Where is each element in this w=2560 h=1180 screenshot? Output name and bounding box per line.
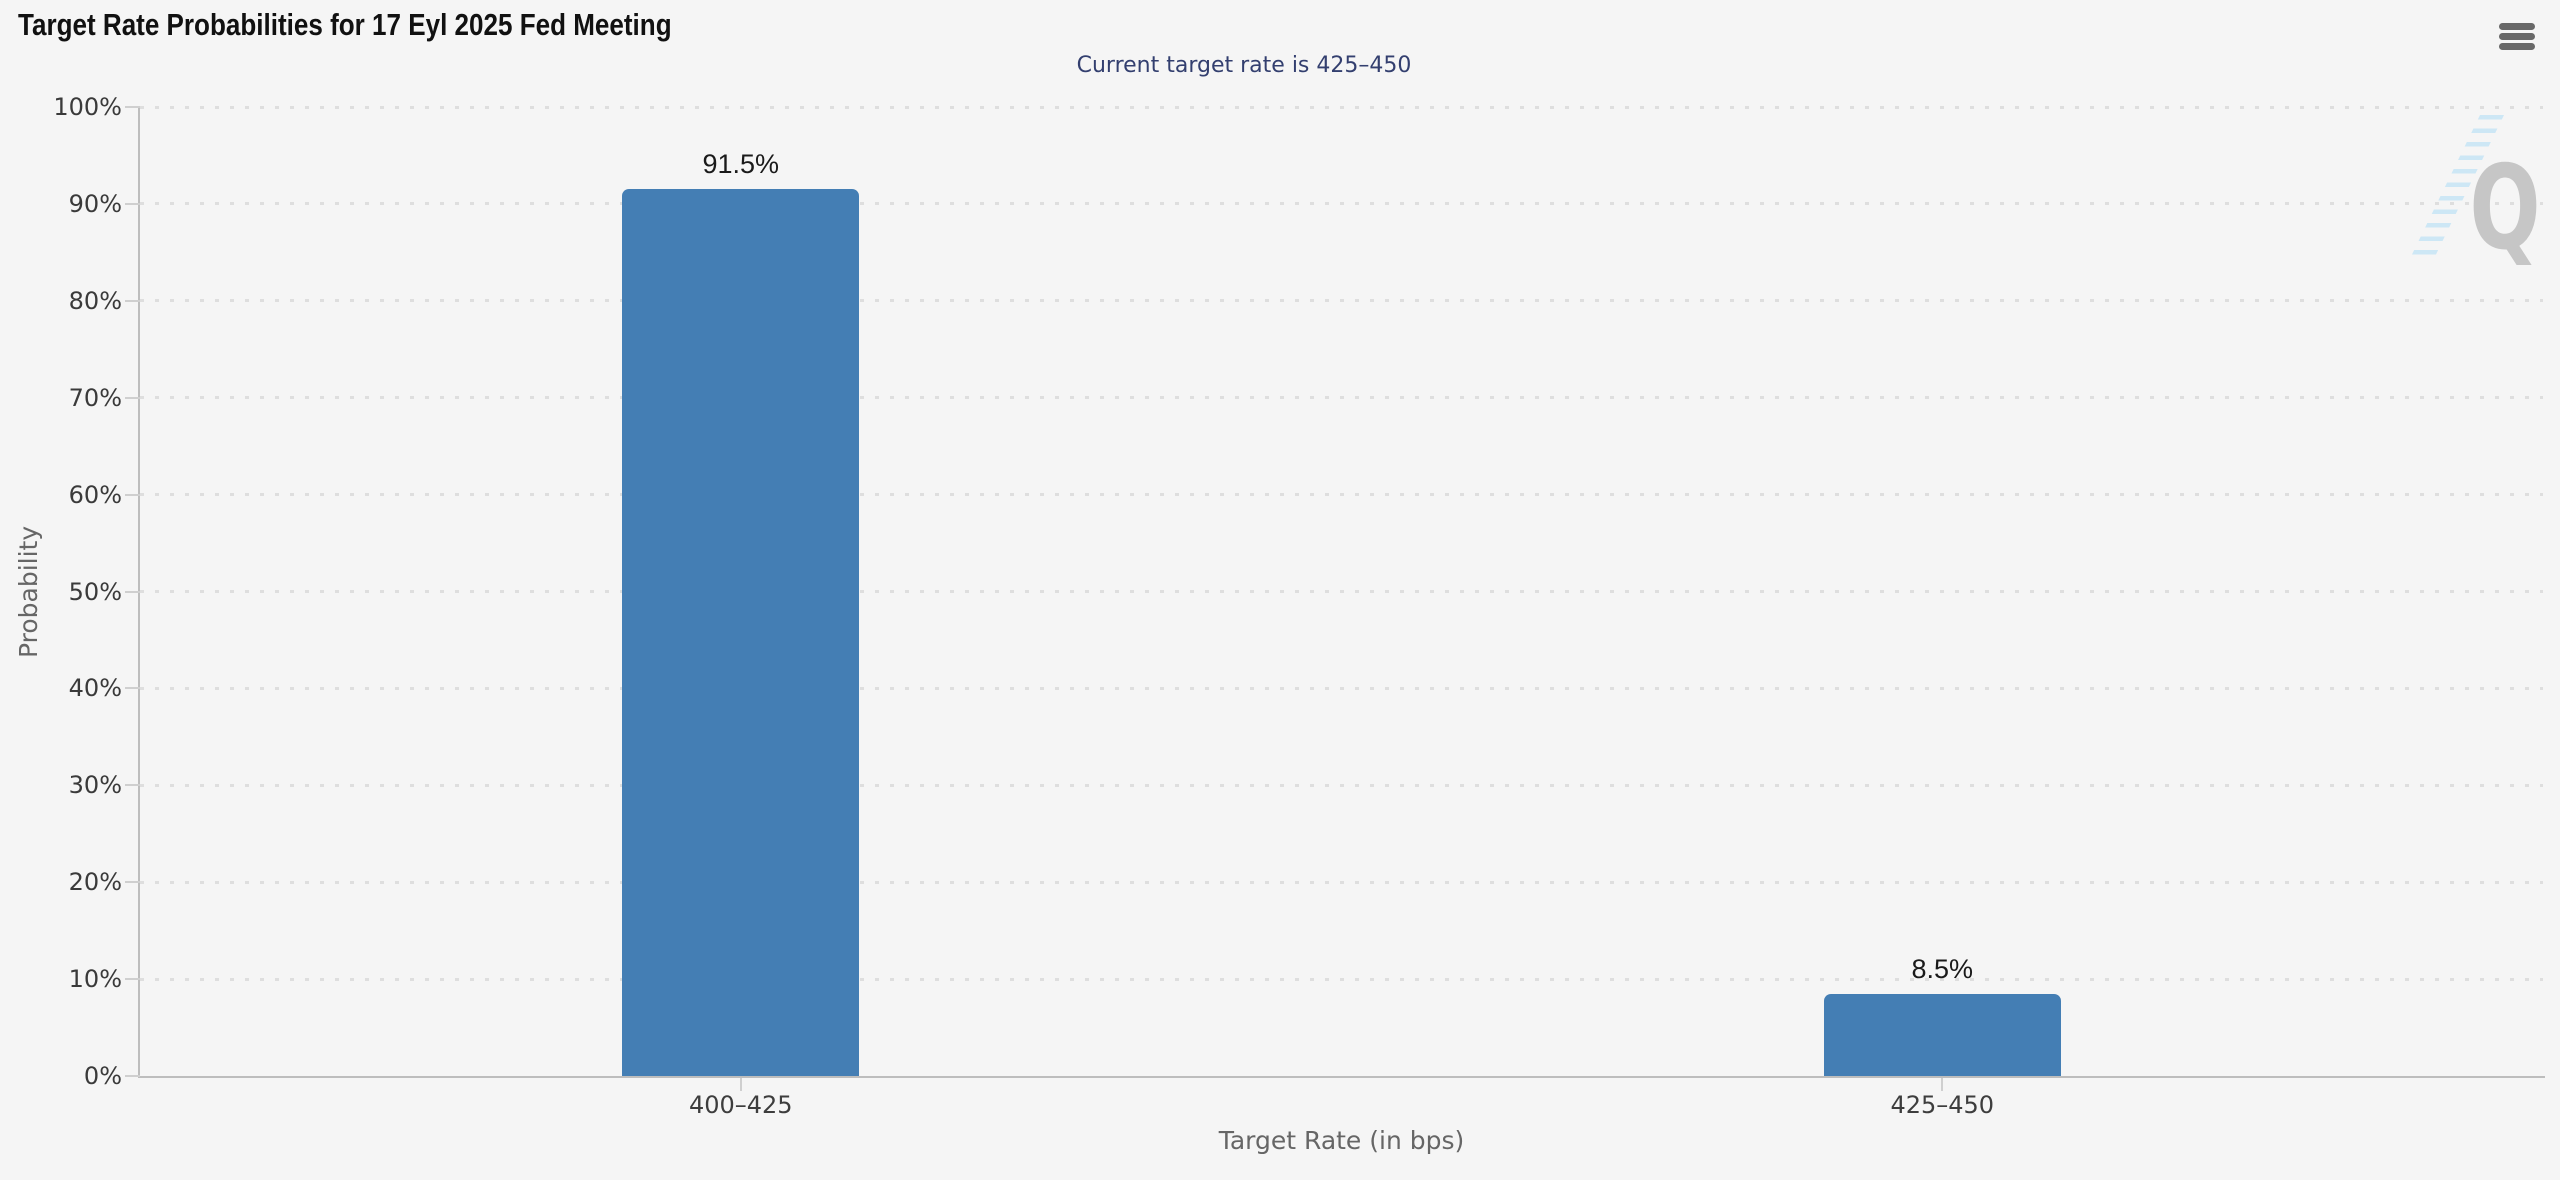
bar-425-450[interactable] <box>1823 993 2061 1076</box>
gridlines-layer <box>140 105 2543 1076</box>
y-axis-tick-40pct <box>125 687 140 690</box>
bar-value-label-425-450: 8.5% <box>1911 953 1974 984</box>
bar-400-425[interactable] <box>622 189 860 1076</box>
x-axis-line <box>138 1076 2545 1078</box>
y-axis-tick-label-90pct: 90% <box>68 189 122 218</box>
y-axis-tick-label-70pct: 70% <box>68 383 122 412</box>
y-axis-tick-50pct <box>125 590 140 593</box>
chart-title-text: Target Rate Probabilities for 17 Eyl 202… <box>18 7 672 42</box>
chart-subtitle: Current target rate is 425–450 <box>1076 53 1412 78</box>
y-axis-tick-70pct <box>125 396 140 399</box>
x-axis-tick-425-450 <box>1941 1078 1944 1091</box>
gridline-10pct <box>140 977 2543 981</box>
y-axis-tick-0pct <box>125 1075 140 1077</box>
x-axis-category-label-400-425: 400–425 <box>688 1091 793 1119</box>
y-axis-tick-100pct <box>125 106 140 108</box>
y-axis-line <box>138 107 140 1078</box>
gridline-40pct <box>140 686 2543 690</box>
gridline-50pct <box>140 590 2543 593</box>
y-axis-tick-label-50pct: 50% <box>68 577 122 606</box>
y-axis-tick-label-100pct: 100% <box>53 93 122 121</box>
y-axis-tick-20pct <box>125 881 140 884</box>
y-axis-tick-label-0pct: 0% <box>83 1062 122 1090</box>
y-axis-tick-10pct <box>125 978 140 981</box>
x-axis-title: Target Rate (in bps) <box>1218 1126 1465 1155</box>
y-axis-tick-label-20pct: 20% <box>68 868 122 897</box>
plot-area: Q 91.5% 8.5% <box>140 105 2543 1076</box>
gridline-60pct <box>140 493 2543 497</box>
gridline-30pct <box>140 783 2543 787</box>
y-axis-tick-60pct <box>125 493 140 496</box>
gridline-70pct <box>140 396 2543 400</box>
y-axis-tick-label-30pct: 30% <box>68 771 122 800</box>
hamburger-icon <box>2499 22 2535 50</box>
chart-title: Target Rate Probabilities for 17 Eyl 202… <box>18 4 796 46</box>
y-axis-tick-label-80pct: 80% <box>68 286 122 315</box>
bar-value-label-400-425: 91.5% <box>702 149 780 180</box>
x-axis-tick-400-425 <box>739 1078 742 1091</box>
gridline-80pct <box>140 299 2543 303</box>
x-axis-category-label-425-450: 425–450 <box>1890 1091 1995 1119</box>
y-axis-tick-30pct <box>125 784 140 787</box>
y-axis-tick-label-10pct: 10% <box>68 965 122 994</box>
gridline-20pct <box>140 880 2543 884</box>
y-axis-tick-label-40pct: 40% <box>68 674 122 703</box>
y-axis-tick-90pct <box>125 202 140 205</box>
gridline-100pct <box>140 105 2543 109</box>
bars-layer: 91.5% 8.5% <box>140 107 2543 1076</box>
gridline-90pct <box>140 202 2543 206</box>
y-axis-tick-80pct <box>125 299 140 302</box>
chart-context-menu-button[interactable] <box>2488 12 2546 60</box>
y-axis-tick-label-60pct: 60% <box>68 480 122 509</box>
